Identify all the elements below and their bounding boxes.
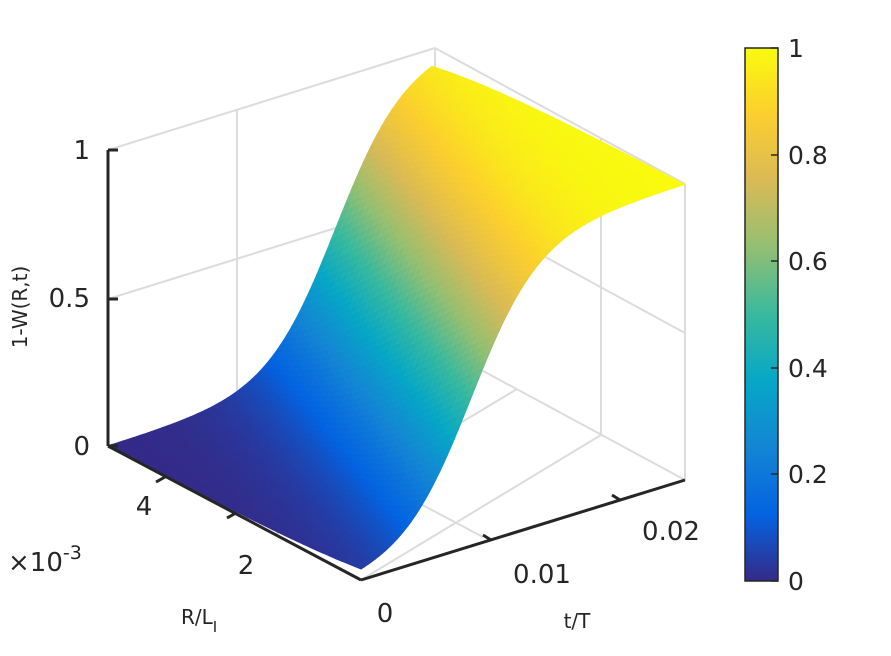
colorbar-gradient: [744, 47, 779, 582]
z-axis-label: 1-W(R,t): [8, 266, 32, 349]
colorbar-tick-label: 0: [788, 567, 804, 596]
colorbar-tick-label: 1: [788, 34, 804, 63]
y-exponent: ×10-3: [8, 542, 82, 578]
y-tick-label: 4: [136, 492, 153, 522]
z-tick-label: 1: [73, 136, 90, 166]
y-axis-label: R/LI: [181, 605, 217, 636]
colorbar-tick-label: 0.6: [788, 247, 828, 276]
surface-plot: [107, 65, 686, 570]
y-tick-label: 2: [238, 551, 255, 581]
colorbar: 0 0.2 0.4 0.6 0.8 1: [744, 34, 828, 596]
colorbar-tick-label: 0.4: [788, 354, 828, 383]
z-tick-label: 0.5: [49, 284, 90, 314]
colorbar-tick-label: 0.2: [788, 460, 828, 489]
x-axis-label: t/T: [564, 609, 592, 633]
z-tick-label: 0: [73, 432, 90, 462]
x-tick-label: 0.02: [642, 517, 700, 547]
x-tick-label: 0: [377, 599, 394, 629]
colorbar-tick-label: 0.8: [788, 141, 828, 170]
x-tick-label: 0.01: [513, 560, 571, 590]
